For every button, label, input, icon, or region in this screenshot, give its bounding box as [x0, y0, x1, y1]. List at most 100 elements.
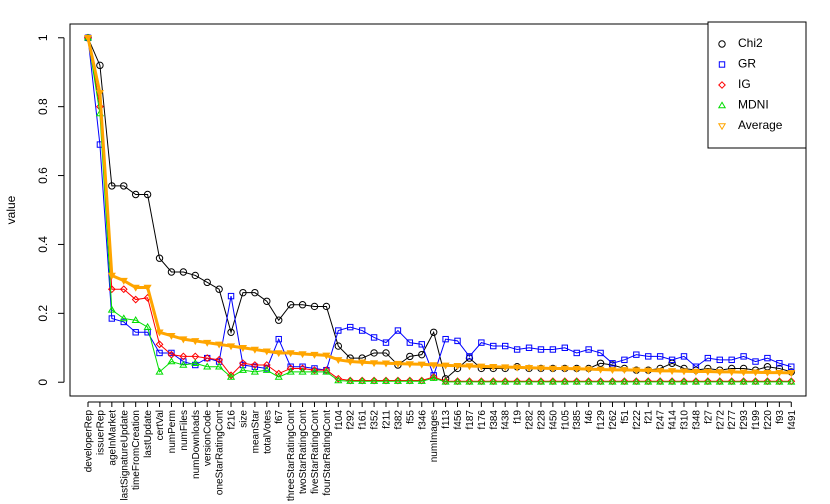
data-point — [263, 297, 271, 305]
data-point — [143, 190, 152, 199]
data-point — [549, 346, 557, 353]
x-tick-label: f384 — [489, 410, 500, 430]
x-tick-label: f292 — [346, 410, 357, 430]
data-point — [596, 366, 605, 374]
data-point — [155, 367, 164, 375]
series-line — [87, 37, 792, 382]
data-point — [238, 365, 248, 373]
data-point — [739, 377, 748, 385]
x-tick-label: numPerm — [167, 410, 178, 453]
data-point — [441, 362, 450, 370]
data-point — [298, 367, 307, 375]
data-point — [787, 377, 796, 385]
x-tick-label: lastSignatureUpdate — [119, 410, 130, 501]
data-point — [227, 292, 235, 300]
data-point — [239, 288, 247, 297]
x-tick-label: f348 — [691, 410, 702, 430]
x-tick-label: f51 — [620, 410, 631, 424]
data-point — [585, 346, 592, 353]
data-point — [727, 369, 736, 377]
data-point — [381, 360, 391, 368]
data-point — [179, 268, 188, 276]
data-point — [238, 345, 248, 352]
x-tick-label: f346 — [417, 410, 428, 430]
data-point — [668, 368, 677, 376]
data-point — [429, 362, 438, 370]
legend-symbol — [718, 61, 726, 68]
data-point — [441, 377, 450, 385]
legend-label: IG — [738, 77, 751, 91]
data-point — [382, 339, 390, 346]
data-point — [560, 377, 569, 385]
data-point — [310, 366, 319, 375]
data-point — [286, 367, 295, 375]
x-tick-label: f176 — [477, 410, 488, 430]
data-point — [620, 377, 629, 385]
data-point — [203, 339, 212, 347]
data-point — [203, 278, 211, 287]
data-point — [310, 351, 319, 359]
data-point — [740, 353, 747, 360]
data-point — [155, 329, 164, 337]
data-point — [609, 360, 616, 367]
data-point — [370, 377, 379, 384]
data-point — [715, 369, 724, 377]
data-point — [465, 363, 474, 371]
data-point — [465, 377, 474, 385]
data-point — [679, 377, 689, 385]
data-point — [131, 316, 140, 323]
x-tick-label: f199 — [751, 410, 762, 430]
x-tick-label: f67 — [274, 410, 285, 424]
x-tick-label: lastUpdate — [143, 410, 154, 458]
legend-label: MDNI — [738, 98, 769, 112]
data-point — [704, 354, 712, 362]
x-tick-label: f293 — [739, 410, 750, 430]
data-point — [513, 346, 521, 353]
data-point — [203, 362, 212, 370]
data-point — [752, 358, 759, 365]
data-point — [489, 377, 498, 385]
data-point — [763, 369, 772, 377]
x-tick-label: f211 — [382, 410, 393, 429]
y-tick-label: 0.8 — [36, 98, 50, 115]
x-tick-label: f161 — [358, 410, 369, 430]
x-tick-label: timeFromCreation — [131, 410, 142, 490]
x-tick-label: ageInMarket — [107, 410, 118, 466]
data-point — [180, 358, 187, 365]
data-point — [405, 361, 414, 369]
data-point — [775, 377, 784, 385]
legend-symbol — [718, 81, 726, 89]
data-point — [226, 343, 236, 351]
data-point — [311, 365, 318, 372]
x-tick-label: f491 — [787, 410, 798, 430]
x-tick-label: f352 — [370, 410, 381, 430]
x-tick-label: certVal — [155, 410, 166, 440]
data-point — [561, 344, 568, 351]
data-point — [454, 337, 461, 345]
data-point — [584, 366, 593, 374]
data-point — [167, 268, 176, 276]
data-point — [727, 377, 736, 385]
data-point — [108, 315, 116, 322]
data-point — [167, 332, 176, 340]
series-line — [87, 37, 792, 380]
x-tick-label: f228 — [536, 410, 547, 430]
x-tick-label: oneStarRatingCont — [215, 410, 226, 495]
data-point — [536, 365, 546, 373]
data-point — [787, 370, 796, 378]
data-point — [143, 322, 152, 330]
data-point — [132, 329, 139, 336]
legend-symbol — [717, 123, 727, 131]
x-tick-label: f438 — [501, 410, 512, 430]
x-tick-label: f385 — [572, 410, 583, 430]
data-point — [680, 353, 688, 360]
data-point — [203, 354, 212, 363]
data-point — [322, 352, 331, 360]
data-point — [608, 367, 617, 375]
data-point — [394, 327, 402, 334]
data-point — [429, 373, 438, 381]
data-point — [548, 365, 557, 373]
data-point — [703, 368, 712, 376]
data-point — [227, 328, 235, 336]
data-point — [715, 377, 724, 385]
